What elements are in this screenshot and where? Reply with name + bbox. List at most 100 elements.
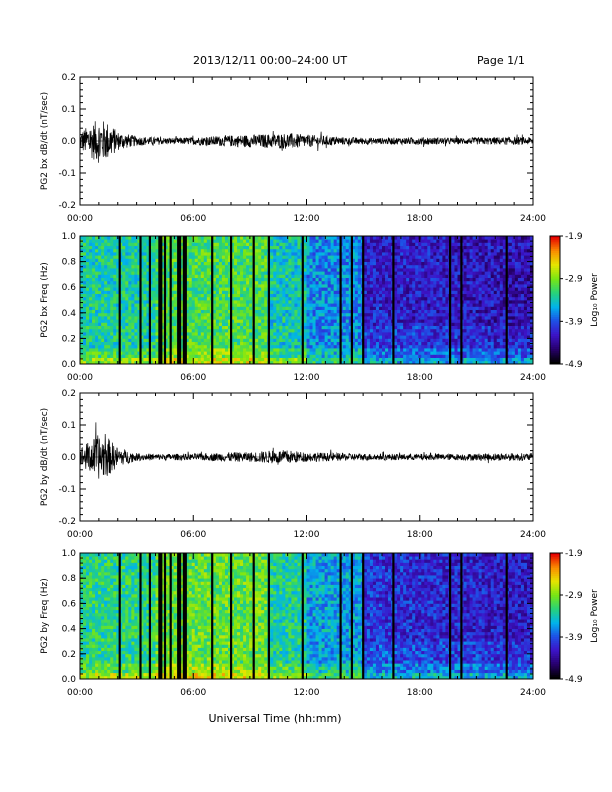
spectrogram-cell	[170, 277, 175, 282]
spectrogram-cell	[409, 242, 413, 246]
spectrogram-cell	[270, 316, 274, 320]
spectrogram-cell	[231, 296, 235, 301]
spectrogram-cell	[366, 348, 371, 352]
spectrogram-cell	[382, 287, 386, 291]
spectrogram-cell	[321, 360, 326, 365]
spectrogram-cell	[246, 239, 250, 243]
spectrogram-cell	[375, 325, 380, 330]
spectrogram-cell	[122, 344, 126, 349]
spectrogram-cell	[309, 303, 313, 307]
spectrogram-cell	[119, 306, 123, 310]
spectrogram-cell	[397, 300, 401, 304]
spectrogram-cell	[378, 296, 383, 301]
spectrogram-cell	[116, 264, 120, 269]
spectrogram-cell	[200, 341, 205, 346]
spectrogram-cell	[161, 239, 165, 243]
spectrogram-cell	[149, 344, 153, 349]
spectrogram-cell	[258, 316, 262, 320]
spectrogram-cell	[83, 360, 87, 365]
spectrogram-cell	[128, 274, 132, 278]
spectrogram-cell	[409, 322, 413, 326]
spectrogram-cell	[276, 245, 280, 250]
spectrogram-cell	[83, 357, 87, 362]
spectrogram-cell	[131, 277, 135, 282]
spectrogram-cell	[351, 351, 356, 355]
spectrogram-cell	[321, 255, 326, 259]
spectrogram-cell	[122, 277, 126, 282]
spectrogram-cell	[246, 284, 250, 288]
spectrogram-cell	[403, 351, 407, 355]
spectrogram-cell	[285, 280, 289, 285]
spectrogram-cell	[442, 306, 446, 310]
spectrogram-cell	[382, 268, 386, 272]
spectrogram-cell	[415, 338, 419, 342]
spectrogram-cell	[221, 293, 226, 298]
spectrogram-cell	[433, 261, 437, 266]
spectrogram-cell	[424, 312, 428, 317]
spectrogram-cell	[318, 335, 322, 339]
spectrogram-cell	[243, 274, 247, 278]
spectrogram-cell	[143, 348, 147, 352]
spectrogram-cell	[131, 252, 135, 256]
spectrogram-cell	[303, 348, 307, 352]
spectrogram-cell	[294, 293, 298, 298]
spectrogram-cell	[146, 255, 150, 259]
spectrogram-cell	[354, 274, 359, 278]
spectrogram-cell	[89, 312, 93, 317]
spectrogram-cell	[98, 287, 102, 291]
spectrogram-cell	[110, 319, 114, 323]
spectrogram-cell	[375, 261, 380, 266]
spectrogram-cell	[98, 255, 102, 259]
spectrogram-cell	[442, 287, 446, 291]
spectrogram-cell	[397, 322, 401, 326]
spectrogram-cell	[191, 293, 196, 298]
spectrogram-cell	[397, 245, 401, 250]
spectrogram-cell	[164, 264, 168, 269]
spectrogram-cell	[357, 255, 362, 259]
spectrogram-cell	[394, 258, 398, 262]
spectrogram-cell	[445, 325, 449, 330]
spectrogram-cell	[321, 245, 326, 250]
spectrogram-cell	[140, 303, 144, 307]
spectrogram-cell	[212, 284, 217, 288]
spectrogram-cell	[433, 354, 437, 358]
spectrogram-cell	[382, 277, 386, 282]
spectrogram-cell	[243, 268, 247, 272]
spectrogram-cell	[309, 312, 313, 317]
spectrogram-cell	[255, 271, 259, 275]
spectrogram-cell	[409, 271, 413, 275]
spectrogram-cell	[237, 239, 241, 243]
spectrogram-cell	[243, 252, 247, 256]
spectrogram-cell	[382, 239, 386, 243]
spectrogram-cell	[128, 328, 132, 333]
spectrogram-cell	[188, 261, 193, 266]
spectrogram-cell	[375, 360, 380, 365]
spectrogram-cell	[164, 258, 168, 262]
spectrogram-cell	[224, 360, 229, 365]
spectrogram-cell	[258, 322, 262, 326]
spectrogram-cell	[412, 357, 416, 362]
spectrogram-cell	[372, 277, 377, 282]
spectrogram-cell	[206, 242, 211, 246]
spectrogram-cell	[388, 287, 392, 291]
spectrogram-cell	[197, 264, 202, 269]
spectrogram-cell	[104, 319, 108, 323]
spectrogram-cell	[86, 306, 90, 310]
spectrogram-cell	[246, 255, 250, 259]
spectrogram-cell	[321, 332, 326, 336]
spectrogram-cell	[101, 284, 105, 288]
spectrogram-cell	[89, 274, 93, 278]
spectrogram-cell	[303, 351, 307, 355]
spectrogram-cell	[369, 271, 374, 275]
spectrogram-cell	[442, 341, 446, 346]
spectrogram-cell	[309, 332, 313, 336]
spectrogram-cell	[409, 300, 413, 304]
spectrogram-cell	[137, 322, 141, 326]
spectrogram-cell	[221, 312, 226, 317]
spectrogram-cell	[89, 332, 93, 336]
spectrogram-cell	[113, 261, 117, 266]
spectrogram-cell	[86, 252, 90, 256]
spectrogram-cell	[191, 248, 196, 253]
spectrogram-cell	[255, 290, 259, 294]
spectrogram-cell	[161, 277, 165, 282]
